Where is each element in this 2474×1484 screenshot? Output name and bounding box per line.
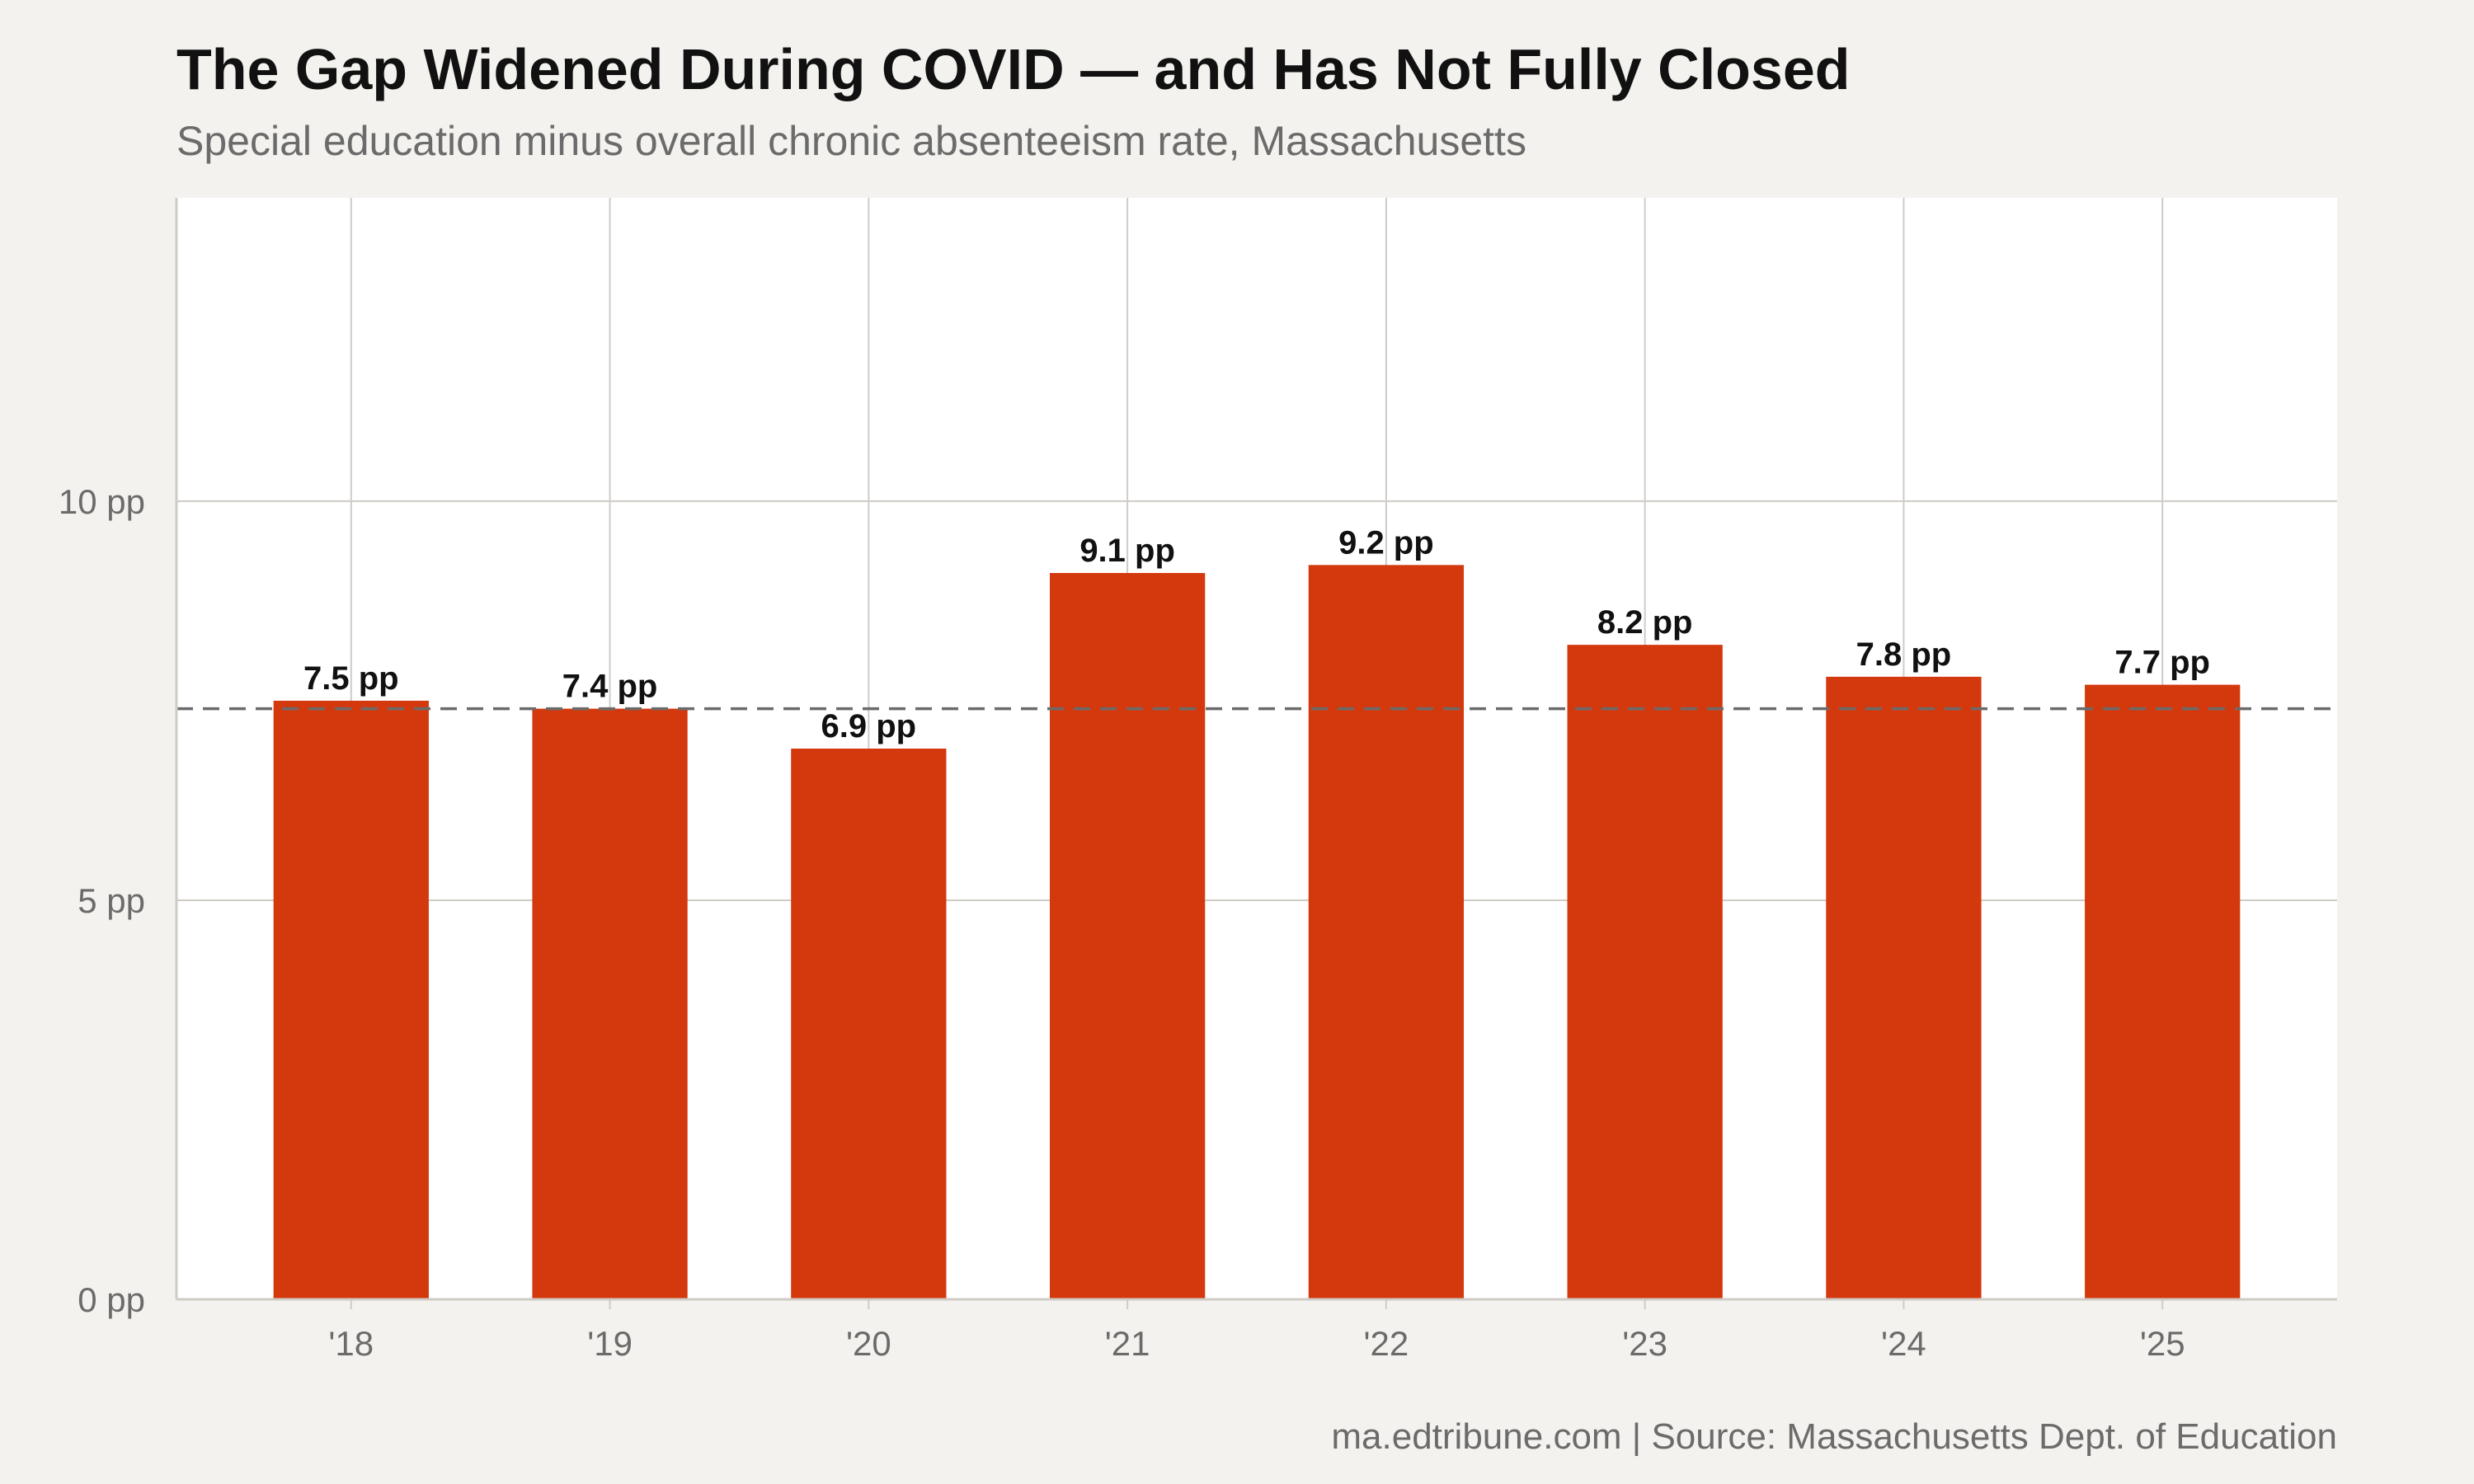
data-label: 6.9 pp — [821, 708, 917, 744]
data-labels: 7.5 pp 7.4 pp 6.9 pp 9.1 pp 9.2 pp 8.2 pp 7.8 … — [303, 524, 2210, 744]
data-label: 7.4 pp — [562, 669, 658, 705]
x-tick-label: '19 — [587, 1324, 633, 1363]
y-tick-label: 10 pp — [59, 482, 145, 521]
chart-subtitle: Special education minus overall chronic … — [176, 118, 1526, 164]
x-tick-label: '20 — [846, 1324, 891, 1363]
bar — [1308, 565, 1465, 1299]
bar — [1567, 645, 1723, 1299]
chart-title: The Gap Widened During COVID — and Has N… — [176, 37, 1851, 101]
data-label: 8.2 pp — [1597, 604, 1693, 641]
bar — [532, 708, 688, 1299]
bar — [1049, 573, 1206, 1299]
axes: 0 pp 5 pp 10 pp '18 '19 '20 '21 '22 '23 '24 '25 — [59, 198, 2337, 1363]
y-tick-label: 5 pp — [78, 881, 145, 920]
x-tick-label: '21 — [1105, 1324, 1150, 1363]
data-label: 7.8 pp — [1856, 636, 1952, 673]
x-tick-label: '23 — [1622, 1324, 1667, 1363]
bar — [2085, 684, 2241, 1299]
bar — [1826, 676, 1982, 1299]
y-tick-label: 0 pp — [78, 1280, 145, 1319]
source-caption: ma.edtribune.com | Source: Massachusetts… — [1331, 1416, 2337, 1457]
data-label: 9.1 pp — [1079, 533, 1175, 569]
x-tick-label: '22 — [1364, 1324, 1409, 1363]
bars — [273, 565, 2241, 1299]
data-label: 7.5 pp — [303, 660, 399, 697]
data-label: 9.2 pp — [1338, 524, 1434, 561]
bar — [273, 700, 429, 1299]
data-label: 7.7 pp — [2114, 645, 2210, 681]
bar — [791, 749, 947, 1299]
x-tick-label: '25 — [2140, 1324, 2185, 1363]
plot-area — [176, 198, 2337, 1299]
x-tick-label: '18 — [328, 1324, 374, 1363]
x-tick-label: '24 — [1881, 1324, 1926, 1363]
